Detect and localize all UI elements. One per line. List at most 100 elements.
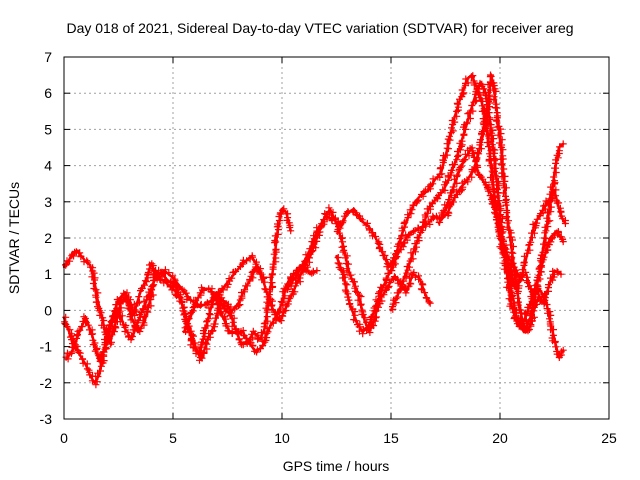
data-point — [309, 273, 312, 276]
data-point — [424, 294, 428, 298]
data-point — [459, 186, 462, 189]
data-point — [123, 327, 127, 330]
data-point — [548, 204, 552, 207]
data-point — [529, 323, 532, 327]
data-point — [402, 276, 406, 279]
data-point — [232, 273, 236, 276]
data-point — [389, 309, 393, 312]
data-point — [453, 117, 456, 120]
data-point — [433, 178, 436, 182]
data-point — [437, 222, 441, 225]
data-point — [78, 330, 81, 334]
data-point — [91, 334, 94, 337]
data-point — [453, 197, 456, 200]
series-track-3 — [62, 252, 321, 365]
data-point — [97, 359, 101, 363]
data-point — [509, 287, 513, 290]
data-point — [372, 320, 375, 323]
data-point — [206, 338, 210, 341]
data-point — [130, 316, 133, 319]
x-tick-label: 20 — [492, 430, 508, 446]
data-point — [435, 197, 438, 200]
data-point — [213, 323, 216, 327]
data-point — [525, 273, 528, 276]
data-point — [333, 218, 336, 222]
data-point — [250, 254, 253, 258]
data-point — [221, 316, 225, 319]
data-point — [387, 273, 390, 276]
data-point — [483, 182, 486, 185]
data-point — [529, 316, 532, 319]
data-point — [150, 262, 153, 265]
data-point — [237, 302, 240, 305]
data-point — [444, 207, 447, 211]
data-point — [374, 236, 377, 240]
data-point — [241, 330, 244, 334]
data-point — [496, 189, 499, 193]
data-point — [272, 309, 275, 312]
series-track-1 — [62, 248, 264, 361]
data-point — [182, 330, 186, 334]
data-point — [348, 273, 351, 276]
data-point — [533, 222, 537, 225]
x-tick-label: 25 — [601, 430, 617, 446]
data-point — [130, 338, 133, 341]
data-point — [522, 330, 526, 334]
data-point — [232, 323, 236, 327]
data-point — [553, 171, 556, 174]
chart-title: Day 018 of 2021, Sidereal Day-to-day VTE… — [66, 20, 573, 36]
data-point — [219, 298, 223, 301]
data-point — [117, 298, 120, 301]
data-point — [359, 218, 362, 222]
data-point — [463, 157, 467, 160]
data-point — [274, 316, 277, 319]
data-point — [490, 73, 493, 77]
data-point — [416, 240, 419, 243]
y-tick-label: 5 — [44, 121, 52, 137]
data-point — [206, 302, 210, 305]
data-point — [492, 149, 495, 153]
data-point — [507, 225, 510, 229]
series-track-5 — [284, 72, 569, 293]
data-point — [278, 320, 281, 323]
data-point — [239, 341, 242, 345]
data-point — [341, 273, 345, 276]
data-point — [254, 350, 257, 354]
data-point — [136, 330, 140, 334]
data-point — [324, 215, 327, 218]
data-point — [145, 298, 148, 301]
data-point — [557, 146, 561, 149]
data-point — [564, 222, 567, 225]
data-point — [252, 330, 255, 334]
data-point — [531, 294, 534, 298]
data-point — [544, 298, 547, 301]
data-point — [407, 233, 410, 236]
data-point — [136, 320, 140, 323]
data-point — [195, 298, 199, 301]
data-point — [302, 262, 305, 265]
data-point — [546, 287, 550, 290]
data-point — [117, 309, 120, 312]
data-point — [228, 330, 231, 334]
data-point — [439, 171, 443, 174]
data-point — [309, 247, 312, 251]
data-point — [459, 95, 462, 99]
data-point — [470, 146, 473, 149]
y-tick-label: 3 — [44, 194, 52, 210]
y-tick-label: -3 — [40, 411, 53, 427]
data-point — [562, 142, 565, 146]
data-point — [461, 135, 465, 138]
data-point — [494, 99, 497, 102]
data-point — [235, 330, 238, 334]
data-point — [346, 211, 349, 214]
data-point — [198, 305, 201, 308]
data-point — [498, 236, 502, 240]
data-point — [145, 276, 148, 279]
data-point — [559, 215, 563, 218]
data-point — [409, 258, 412, 261]
y-tick-label: -2 — [40, 375, 53, 391]
data-point — [352, 207, 356, 211]
data-point — [180, 287, 183, 290]
data-point — [104, 345, 107, 348]
data-point — [259, 269, 262, 272]
